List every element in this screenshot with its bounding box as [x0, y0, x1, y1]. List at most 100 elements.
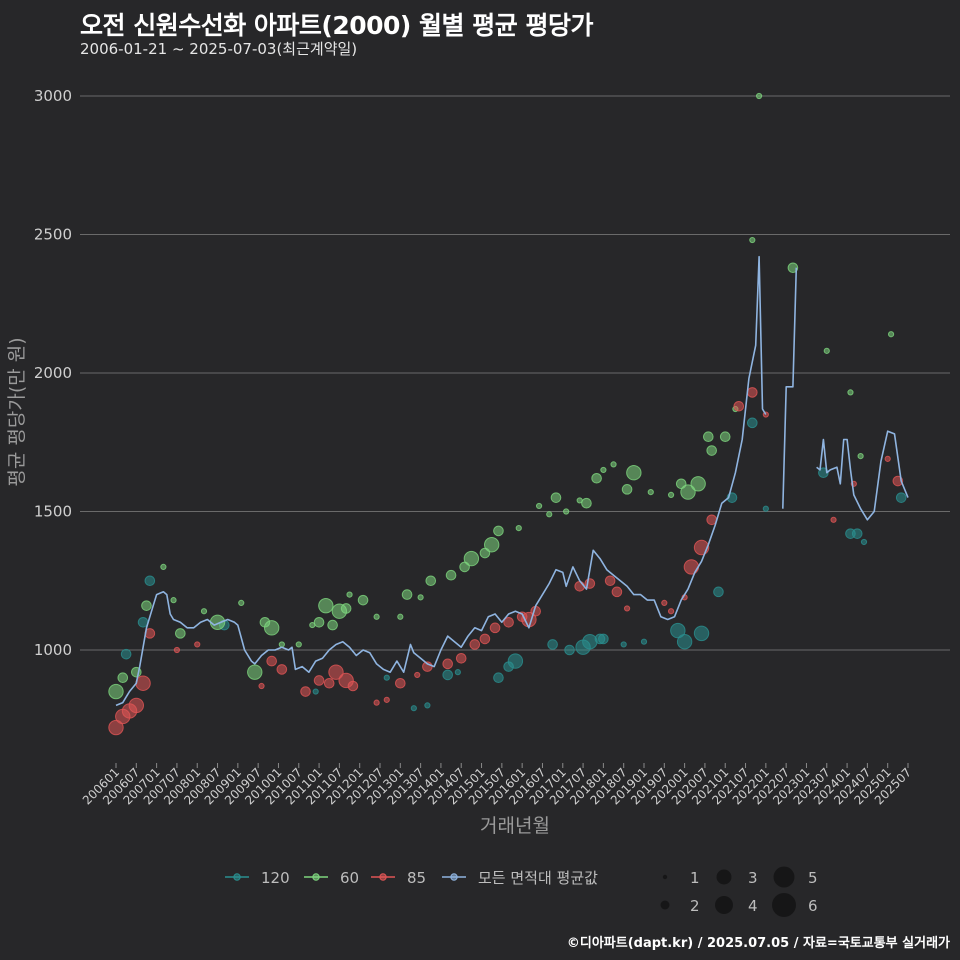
point-85-37 [667, 608, 675, 615]
point-60-7 [200, 608, 208, 615]
y-tick-2000: 2000 [34, 364, 72, 382]
point-85-17 [373, 699, 380, 706]
point-60-56 [755, 92, 763, 100]
size-legend-dot-3 [716, 869, 732, 885]
point-85-3 [128, 697, 145, 714]
point-60-55 [749, 236, 756, 244]
point-120-5 [383, 674, 390, 681]
size-legend-dot-2 [660, 900, 670, 910]
point-120-4 [312, 688, 319, 695]
point-120-8 [442, 669, 453, 681]
point-85-23 [455, 653, 467, 664]
point-120-20 [640, 638, 648, 645]
point-60-50 [690, 476, 706, 492]
x-axis-title: 거래년월 [480, 815, 550, 837]
point-120-26 [747, 417, 758, 429]
size-legend-label-4: 4 [748, 897, 758, 915]
point-85-26 [489, 622, 501, 634]
point-120-30 [851, 528, 863, 539]
point-60-42 [600, 466, 607, 474]
point-60-25 [401, 589, 413, 600]
point-60-21 [346, 591, 353, 598]
legend-marker-2 [379, 873, 387, 881]
x-tick-labels: 2006012006072007012007072008012008072009… [80, 763, 914, 808]
point-85-14 [328, 664, 344, 680]
legend-item-0: 120 [225, 869, 290, 887]
point-60-59 [847, 389, 854, 396]
point-60-33 [493, 525, 504, 537]
point-60-12 [263, 620, 280, 636]
point-120-7 [424, 702, 431, 709]
point-85-20 [414, 671, 421, 679]
size-legend-item-2: 2 [660, 897, 700, 915]
point-85-16 [347, 680, 359, 692]
point-60-40 [581, 497, 592, 509]
point-60-26 [417, 594, 424, 601]
point-60-44 [621, 484, 633, 495]
point-85-13 [323, 677, 335, 689]
point-120-6 [410, 705, 417, 712]
point-60-0 [108, 683, 124, 700]
point-120-32 [895, 492, 907, 503]
point-85-7 [194, 641, 201, 648]
point-120-16 [582, 633, 598, 650]
point-85-24 [469, 639, 481, 650]
point-85-12 [313, 675, 325, 686]
point-85-25 [479, 633, 491, 645]
point-85-43 [747, 387, 758, 398]
point-85-9 [266, 655, 277, 667]
size-legend-item-1: 1 [662, 869, 700, 887]
footer-credit: ©디아파트(dapt.kr) / 2025.07.05 / 자료=국토교통부 실… [566, 936, 950, 951]
point-60-32 [483, 537, 500, 553]
scatter-points [108, 92, 907, 736]
average-line-segment-0 [115, 255, 767, 707]
point-85-47 [884, 455, 891, 462]
point-60-22 [357, 594, 369, 606]
y-tick-labels: 1000 1500 2000 2500 3000 [34, 87, 72, 659]
point-85-6 [173, 646, 181, 654]
point-85-8 [258, 682, 265, 690]
size-legend-item-4: 4 [715, 896, 758, 915]
point-60-53 [719, 431, 731, 443]
point-60-18 [327, 619, 338, 631]
chart-title: 오전 신원수선화 아파트(2000) 월별 평균 평당가 [80, 11, 593, 40]
point-60-52 [706, 445, 717, 456]
average-line-segment-2 [816, 430, 909, 521]
point-60-5 [170, 597, 177, 604]
point-60-36 [546, 511, 553, 518]
point-60-61 [887, 331, 895, 338]
point-85-39 [683, 559, 700, 575]
point-120-10 [493, 672, 504, 684]
legend-item-3: 모든 면적대 평균값 [442, 869, 598, 887]
point-60-34 [515, 525, 522, 532]
size-legend-label-3: 3 [748, 869, 758, 887]
point-85-19 [395, 677, 406, 689]
point-60-38 [563, 508, 570, 515]
point-85-34 [611, 586, 623, 598]
point-85-10 [276, 664, 288, 675]
chart-subtitle: 2006-01-21 ~ 2025-07-03(최근계약일) [80, 40, 358, 58]
point-60-57 [787, 262, 799, 274]
size-legend-dot-1 [662, 874, 668, 880]
size-legend-dot-4 [715, 896, 733, 914]
point-60-46 [647, 489, 654, 496]
legend-item-2: 85 [371, 869, 426, 887]
point-85-35 [623, 605, 631, 612]
point-85-11 [300, 686, 311, 697]
point-120-23 [693, 625, 710, 642]
point-85-42 [733, 400, 745, 412]
legend-item-1: 60 [304, 869, 359, 887]
point-85-31 [574, 580, 585, 592]
point-120-24 [713, 586, 724, 598]
legend-label-1: 60 [340, 869, 359, 887]
average-line-segment-1 [782, 267, 798, 509]
point-120-12 [507, 653, 524, 669]
point-60-51 [703, 431, 714, 443]
point-60-27 [425, 575, 437, 587]
legend-marker-0 [233, 873, 241, 881]
point-60-24 [397, 613, 404, 620]
size-legend-label-1: 1 [690, 869, 700, 887]
point-60-9 [238, 599, 245, 607]
point-60-4 [160, 563, 167, 571]
point-60-37 [550, 492, 562, 503]
